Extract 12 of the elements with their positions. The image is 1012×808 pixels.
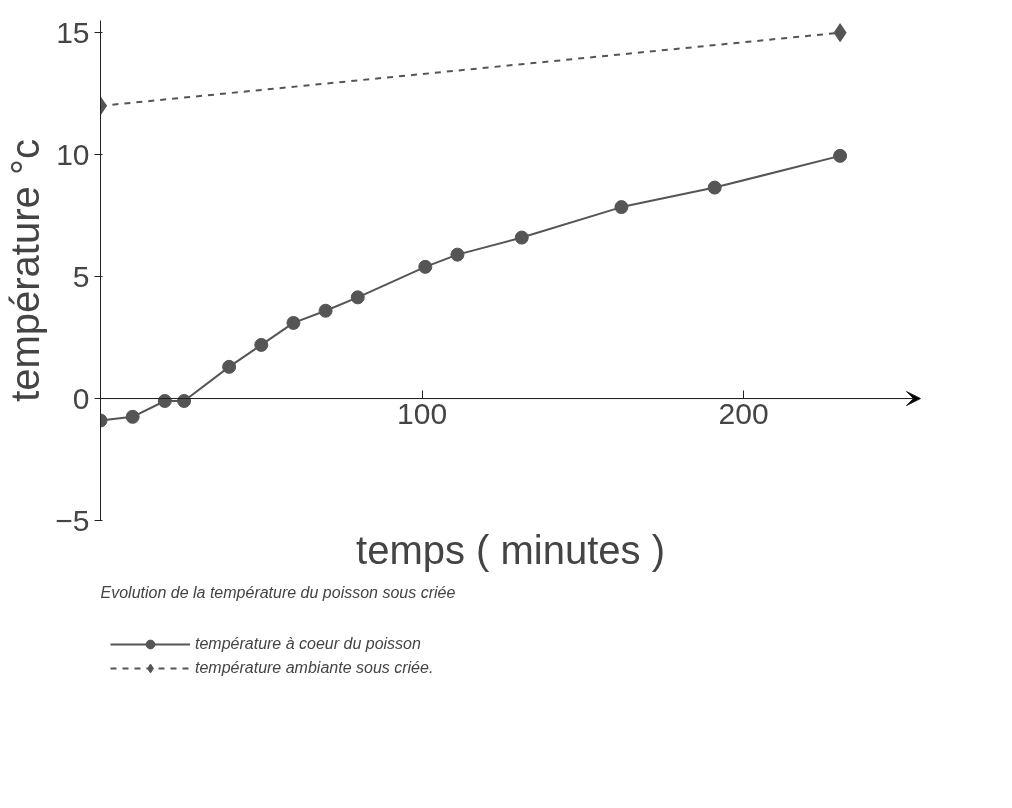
legend-label: température ambiante sous criée.: [195, 659, 434, 677]
x-axis-title: temps ( minutes ): [356, 527, 665, 572]
y-tick-label: 0: [72, 381, 90, 415]
y-tick-label: 15: [56, 15, 90, 49]
y-tick-label: −5: [55, 503, 90, 537]
x-tick-label: 200: [718, 396, 769, 430]
y-axis-title: température °c: [3, 139, 48, 402]
y-tick-label: 10: [56, 137, 90, 171]
y-tick-label: 5: [72, 259, 90, 293]
legend-label: température à coeur du poisson: [195, 635, 421, 653]
text: Evolution de la température du poisson sous criée: [100, 583, 456, 601]
x-tick-label: 100: [397, 396, 448, 430]
